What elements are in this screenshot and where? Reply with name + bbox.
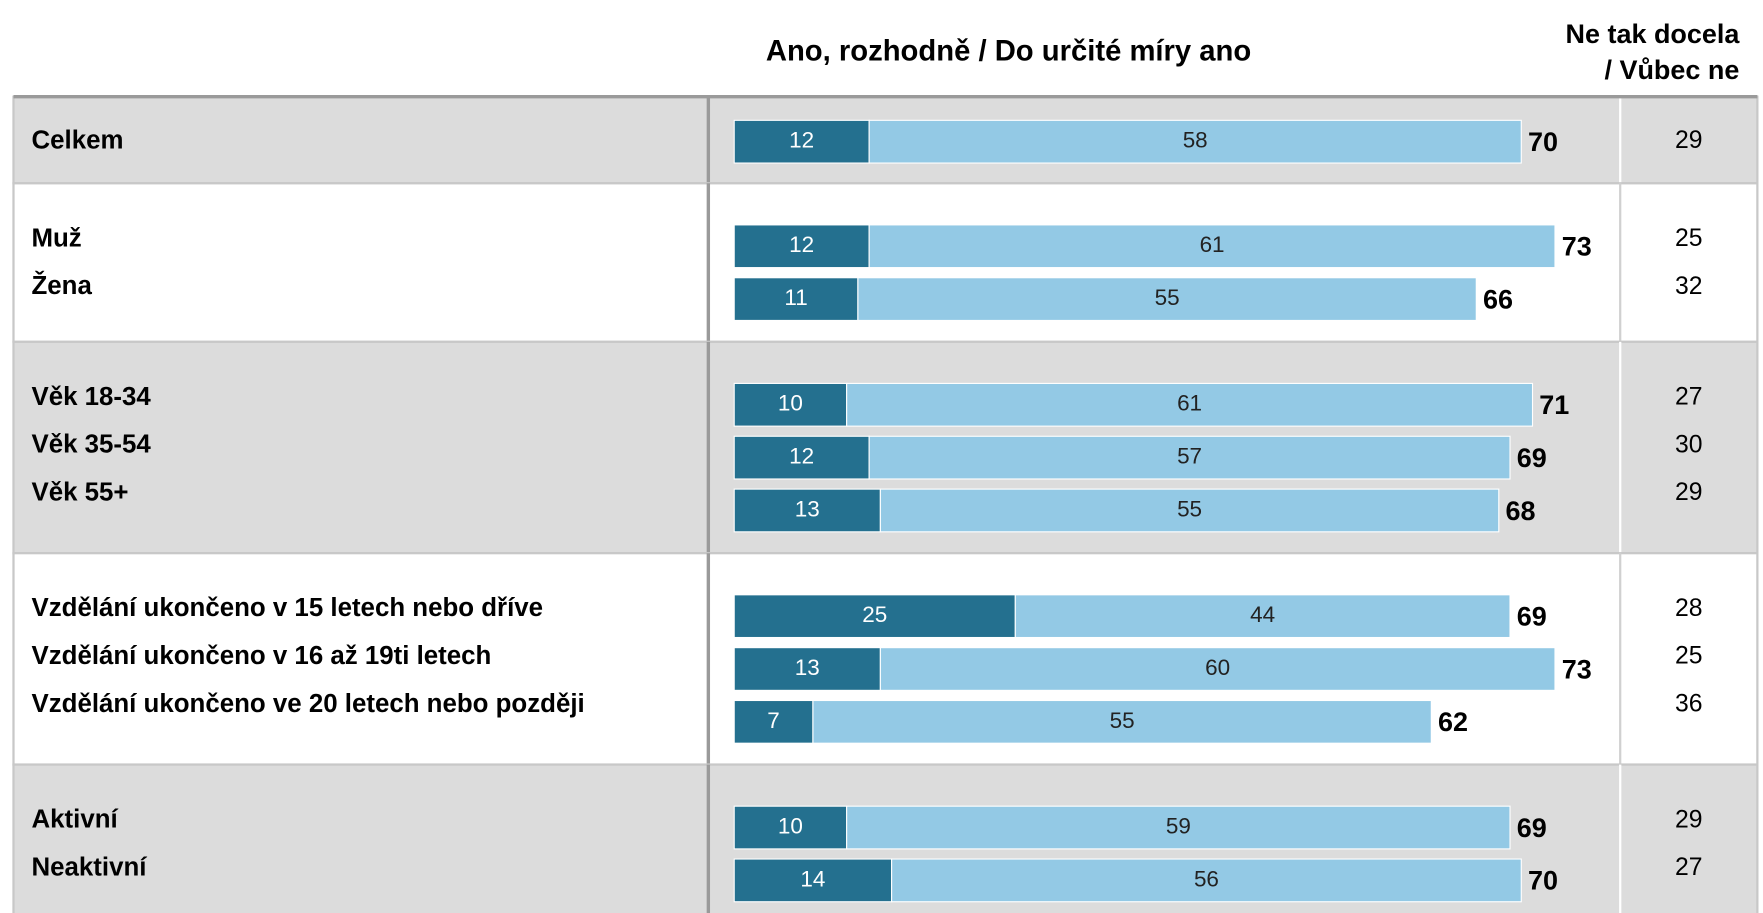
segment-label: 13 xyxy=(795,496,820,521)
rest-value: 36 xyxy=(1675,691,1703,718)
segment-label: 25 xyxy=(862,602,887,627)
row-label: Věk 35-54 xyxy=(31,431,151,459)
segment-label: 61 xyxy=(1177,391,1202,416)
total-label: 69 xyxy=(1517,602,1547,632)
bar-segment xyxy=(868,435,1511,480)
rest-value: 29 xyxy=(1675,127,1703,154)
bar-segment xyxy=(733,119,870,164)
segment-label: 14 xyxy=(800,866,825,891)
row-label: Žena xyxy=(31,270,92,300)
bar-segment xyxy=(1014,594,1511,639)
rest-value: 28 xyxy=(1675,595,1703,622)
row-label: Věk 18-34 xyxy=(31,383,151,411)
segment-label: 10 xyxy=(778,391,803,416)
bar-segment xyxy=(733,382,848,427)
segment-label: 61 xyxy=(1200,232,1225,257)
bar-segment xyxy=(733,224,870,269)
row-label: Aktivní xyxy=(31,806,118,834)
total-label: 69 xyxy=(1517,813,1547,843)
rest-value: 29 xyxy=(1675,806,1703,833)
bar-segment xyxy=(733,647,881,691)
bar-segment xyxy=(868,224,1556,269)
bar-segment xyxy=(733,805,848,850)
row-label: Muž xyxy=(31,224,81,252)
bar-segment xyxy=(846,805,1511,850)
segment-label: 55 xyxy=(1155,285,1180,310)
segment-label: 12 xyxy=(789,232,814,257)
segment-label: 55 xyxy=(1177,496,1202,521)
row-label: Vzdělání ukončeno v 16 až 19ti letech xyxy=(31,642,491,670)
bar-segment xyxy=(891,858,1522,903)
rest-value: 29 xyxy=(1675,479,1703,506)
rest-value: 32 xyxy=(1675,273,1703,300)
total-label: 66 xyxy=(1483,284,1513,314)
total-label: 73 xyxy=(1562,232,1592,262)
segment-label: 13 xyxy=(795,655,820,680)
segment-label: 7 xyxy=(767,708,780,733)
header-no: Ne tak docela xyxy=(1566,19,1741,49)
segment-label: 10 xyxy=(778,813,803,838)
row-label: Neaktivní xyxy=(31,853,147,881)
bar-segment xyxy=(733,594,1016,639)
segment-label: 60 xyxy=(1205,655,1230,680)
segment-label: 55 xyxy=(1110,708,1135,733)
rest-value: 27 xyxy=(1675,854,1703,881)
segment-label: 57 xyxy=(1177,444,1202,469)
bar-segment xyxy=(733,435,870,480)
row-label: Věk 55+ xyxy=(31,478,128,506)
rest-value: 25 xyxy=(1675,225,1703,252)
segment-label: 59 xyxy=(1166,813,1191,838)
bar-segment xyxy=(879,647,1556,691)
segment-label: 11 xyxy=(784,285,807,310)
row-label: Vzdělání ukončeno ve 20 letech nebo pozd… xyxy=(31,690,584,718)
bar-segment xyxy=(879,488,1500,533)
rest-value: 25 xyxy=(1675,643,1703,670)
bar-segment xyxy=(812,699,1432,744)
segment-label: 12 xyxy=(789,128,814,153)
bar-segment xyxy=(733,488,881,533)
segment-label: 12 xyxy=(789,444,814,469)
segment-label: 44 xyxy=(1250,602,1275,627)
bar-segment xyxy=(846,382,1534,427)
segment-label: 56 xyxy=(1194,866,1219,891)
bar-segment xyxy=(733,858,893,903)
bar-segment xyxy=(857,277,1477,322)
total-label: 71 xyxy=(1539,390,1569,420)
total-label: 69 xyxy=(1517,443,1547,473)
rest-value: 27 xyxy=(1675,384,1703,411)
header-no: / Vůbec ne xyxy=(1604,55,1739,85)
total-label: 73 xyxy=(1562,654,1592,684)
total-label: 68 xyxy=(1506,496,1536,526)
segment-label: 58 xyxy=(1183,128,1208,153)
rest-value: 30 xyxy=(1675,431,1703,458)
header-yes: Ano, rozhodně / Do určité míry ano xyxy=(766,36,1251,68)
bar-segment xyxy=(868,119,1522,164)
row-label: Vzdělání ukončeno v 15 letech nebo dříve xyxy=(31,594,543,622)
row-label: Celkem xyxy=(31,127,123,155)
total-label: 70 xyxy=(1528,127,1558,157)
total-label: 70 xyxy=(1528,866,1558,896)
total-label: 62 xyxy=(1438,707,1468,737)
